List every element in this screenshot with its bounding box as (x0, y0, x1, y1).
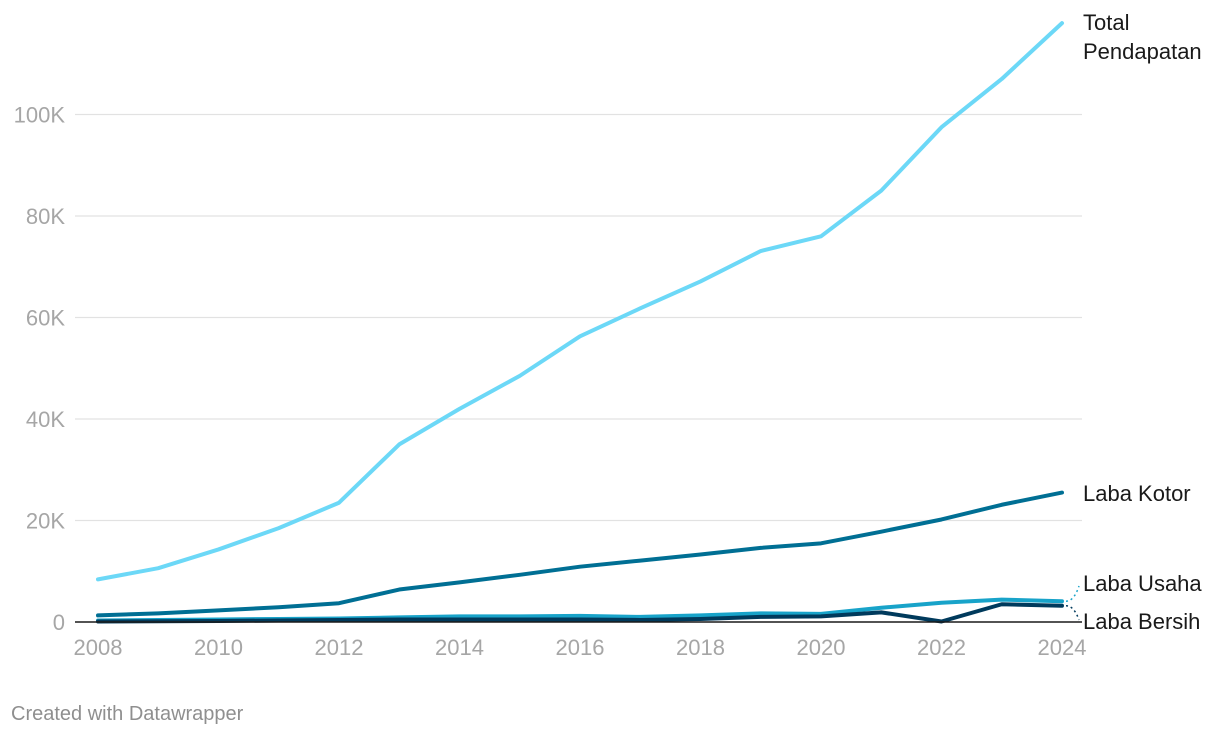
gridlines (75, 113, 1082, 522)
x-tick-label: 2010 (194, 635, 243, 660)
label-connectors (1065, 585, 1080, 621)
y-tick-label: 0 (53, 610, 65, 635)
series-line-laba-bersih (96, 602, 1064, 624)
y-tick-label: 20K (26, 509, 65, 534)
x-tick-label: 2022 (917, 635, 966, 660)
x-tick-label: 2014 (435, 635, 484, 660)
label-connector (1065, 585, 1080, 602)
series-label-laba-kotor: Laba Kotor (1083, 481, 1191, 506)
x-tick-label: 2024 (1038, 635, 1087, 660)
x-tick-label: 2012 (315, 635, 364, 660)
label-connector (1065, 605, 1080, 621)
series-label-total-pendapatan: Total Pendapatan (1083, 10, 1202, 64)
series-label-laba-bersih: Laba Bersih (1083, 609, 1200, 634)
series-line-laba-kotor (96, 490, 1064, 618)
series-label-laba-usaha: Laba Usaha (1083, 571, 1202, 596)
x-tick-label: 2020 (797, 635, 846, 660)
credit-footer: Created with Datawrapper (11, 703, 244, 725)
y-tick-label: 60K (26, 306, 65, 331)
series-line-total-pendapatan (96, 21, 1064, 582)
y-tick-label: 80K (26, 204, 65, 229)
y-tick-label: 40K (26, 407, 65, 432)
series-labels: Total Pendapatan Laba Kotor Laba Usaha Laba … (1083, 10, 1202, 634)
x-tick-label: 2008 (74, 635, 123, 660)
x-tick-label: 2018 (676, 635, 725, 660)
series-lines (96, 21, 1064, 624)
x-tick-label: 2016 (556, 635, 605, 660)
x-axis-tick-labels: 2008 2010 2012 2014 2016 2018 2020 2022 2024 (74, 635, 1087, 660)
y-tick-label: 100K (14, 103, 66, 128)
y-axis-tick-labels: 0 20K 40K 60K 80K 100K (14, 103, 66, 636)
